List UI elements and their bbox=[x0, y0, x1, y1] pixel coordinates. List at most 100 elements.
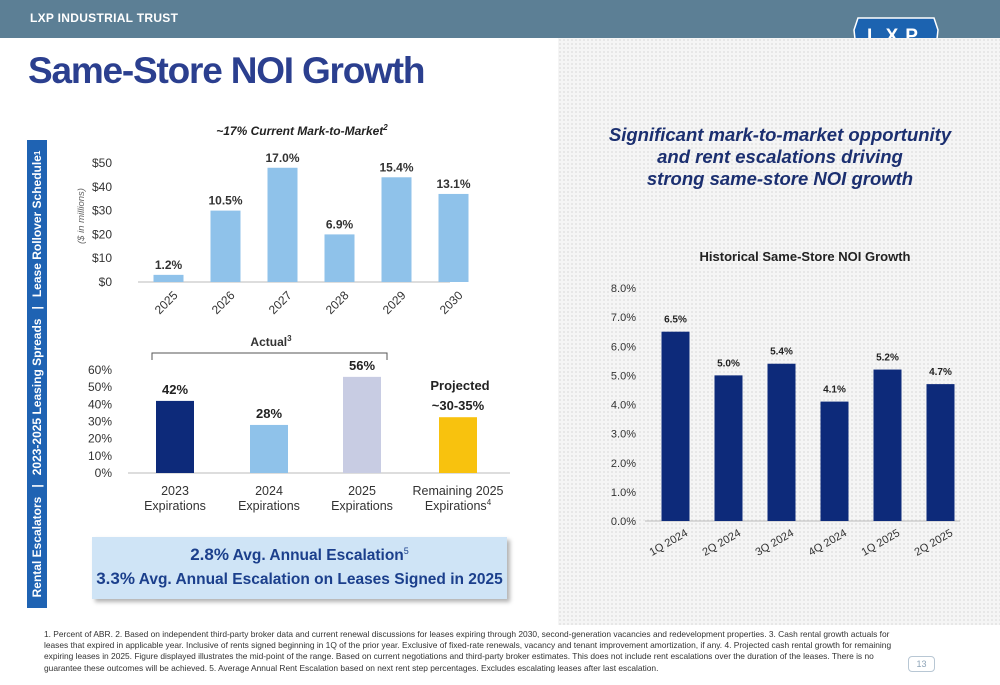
x-tick-label: Expirations4 bbox=[425, 498, 492, 513]
y-tick-label: 10% bbox=[88, 449, 112, 463]
y-tick-label: $10 bbox=[92, 251, 112, 265]
data-label: 42% bbox=[162, 382, 188, 397]
sidebar-item-rental-escalators: Rental Escalators bbox=[30, 496, 44, 598]
noi-growth-chart: Historical Same-Store NOI Growth 0.0% 1.0… bbox=[611, 249, 960, 559]
bar-2028 bbox=[324, 234, 355, 282]
sidebar-superscript: 1 bbox=[32, 150, 42, 156]
data-label: 56% bbox=[349, 358, 375, 373]
y-tick-label: $0 bbox=[99, 275, 113, 289]
x-tick-label: 2026 bbox=[209, 288, 238, 317]
y-tick-label: 3.0% bbox=[611, 429, 636, 441]
y-tick-label: 0.0% bbox=[611, 516, 636, 528]
right-heading-line-3: strong same-store NOI growth bbox=[646, 168, 914, 189]
chart-title: ~17% Current Mark-to-Market2 bbox=[216, 123, 388, 138]
x-tick-label: Expirations bbox=[331, 499, 393, 513]
y-tick-label: 60% bbox=[88, 363, 112, 377]
data-label: 5.4% bbox=[770, 347, 793, 358]
escalation-sup: 5 bbox=[403, 545, 409, 556]
y-tick-label: 4.0% bbox=[611, 400, 636, 412]
y-tick-label: 50% bbox=[88, 380, 112, 394]
leasing-spreads-chart: Actual3 Projected 0% 10% 20% 30% 40% 50% 60% 4… bbox=[88, 334, 510, 513]
y-tick-label: 40% bbox=[88, 397, 112, 411]
top-header-bar: LXP INDUSTRIAL TRUST bbox=[0, 0, 1000, 38]
bar-spread bbox=[250, 424, 288, 473]
y-tick-label: 0% bbox=[95, 466, 113, 480]
y-tick-label: $50 bbox=[92, 156, 112, 170]
x-tick-label: Expirations bbox=[144, 499, 206, 513]
sidebar-separator: | bbox=[30, 484, 44, 488]
bar-2029 bbox=[381, 177, 412, 282]
escalation-text-1: Avg. Annual Escalation bbox=[228, 547, 404, 564]
y-tick-label: 1.0% bbox=[611, 487, 636, 499]
bar-2Q-2025 bbox=[926, 384, 955, 521]
page-number: 13 bbox=[908, 656, 935, 672]
y-tick-label: 7.0% bbox=[611, 312, 636, 324]
data-label: 13.1% bbox=[436, 177, 470, 191]
data-label: ~30-35% bbox=[432, 398, 485, 413]
right-heading-line-1: Significant mark-to-market opportunity bbox=[608, 124, 952, 145]
x-tick-label: 2Q 2024 bbox=[700, 527, 743, 558]
data-label: 4.1% bbox=[823, 385, 846, 396]
x-tick-label: 2030 bbox=[437, 288, 466, 317]
actual-bracket bbox=[151, 352, 388, 360]
data-label: 1.2% bbox=[155, 258, 183, 272]
sidebar-tab bbox=[27, 140, 47, 608]
bar-1Q-2025 bbox=[873, 369, 902, 521]
bar-2026 bbox=[210, 210, 241, 282]
escalation-pct-1: 2.8% bbox=[190, 545, 229, 564]
x-tick-label: Expirations bbox=[238, 499, 300, 513]
page-title: Same-Store NOI Growth bbox=[28, 50, 425, 91]
y-axis-label: ($ in millions) bbox=[76, 188, 87, 244]
sidebar-item-leasing-spreads: 2023-2025 Leasing Spreads bbox=[30, 318, 44, 476]
bar-2027 bbox=[267, 167, 298, 282]
right-heading: Significant mark-to-market opportunity a… bbox=[572, 124, 988, 190]
x-tick-label: 2Q 2025 bbox=[912, 527, 955, 558]
bar-1Q-2024 bbox=[661, 331, 690, 521]
x-tick-label: 2027 bbox=[266, 288, 295, 317]
y-tick-label: 20% bbox=[88, 432, 112, 446]
x-tick-label: 3Q 2024 bbox=[753, 527, 796, 558]
bar-3Q-2024 bbox=[767, 363, 796, 521]
x-tick-label: 2025 bbox=[152, 288, 181, 317]
data-label: 28% bbox=[256, 406, 282, 421]
x-tick-label: 2024 bbox=[255, 484, 283, 498]
y-tick-label: $40 bbox=[92, 180, 112, 194]
y-tick-label: 2.0% bbox=[611, 458, 636, 470]
escalation-line-1: 2.8% Avg. Annual Escalation5 bbox=[92, 545, 507, 565]
lease-rollover-chart: ~17% Current Mark-to-Market2 ($ in milli… bbox=[76, 123, 471, 317]
bar-2025 bbox=[153, 274, 184, 282]
data-label: 4.7% bbox=[929, 367, 952, 378]
bar-spread bbox=[343, 376, 381, 473]
data-label: 6.9% bbox=[326, 217, 354, 231]
sidebar-separator: | bbox=[30, 306, 44, 310]
x-tick-label: 2028 bbox=[323, 288, 352, 317]
sidebar-labels: Rental Escalators | 2023-2025 Leasing Sp… bbox=[27, 140, 47, 608]
data-label: 17.0% bbox=[265, 151, 299, 165]
sidebar-item-lease-rollover: Lease Rollover Schedule bbox=[30, 155, 44, 298]
escalation-line-2: 3.3% Avg. Annual Escalation on Leases Si… bbox=[92, 569, 507, 589]
y-tick-label: 5.0% bbox=[611, 370, 636, 382]
x-tick-label: 2025 bbox=[348, 484, 376, 498]
x-tick-label: 2023 bbox=[161, 484, 189, 498]
right-panel-background bbox=[558, 38, 1000, 625]
y-tick-label: $30 bbox=[92, 204, 112, 218]
x-tick-label: 4Q 2024 bbox=[806, 527, 849, 558]
x-tick-label: 2029 bbox=[380, 288, 409, 317]
x-tick-label: Remaining 2025 bbox=[412, 484, 503, 498]
escalation-callout-box: 2.8% Avg. Annual Escalation5 3.3% Avg. A… bbox=[92, 537, 507, 599]
data-label: 15.4% bbox=[379, 160, 413, 174]
data-label: 10.5% bbox=[208, 194, 242, 208]
bar-spread bbox=[156, 400, 194, 473]
y-tick-label: $20 bbox=[92, 227, 112, 241]
chart-title: Historical Same-Store NOI Growth bbox=[700, 249, 911, 264]
x-tick-label: 1Q 2025 bbox=[859, 527, 902, 558]
company-name: LXP INDUSTRIAL TRUST bbox=[30, 11, 179, 25]
projected-label: Projected bbox=[430, 378, 489, 393]
bar-4Q-2024 bbox=[820, 401, 849, 521]
y-tick-label: 8.0% bbox=[611, 283, 636, 295]
right-heading-line-2: and rent escalations driving bbox=[657, 146, 903, 167]
bar-spread bbox=[439, 417, 477, 473]
escalation-pct-2: 3.3% bbox=[96, 569, 135, 588]
x-tick-label: 1Q 2024 bbox=[647, 527, 690, 558]
footnote-text: 1. Percent of ABR. 2. Based on independe… bbox=[44, 629, 892, 673]
